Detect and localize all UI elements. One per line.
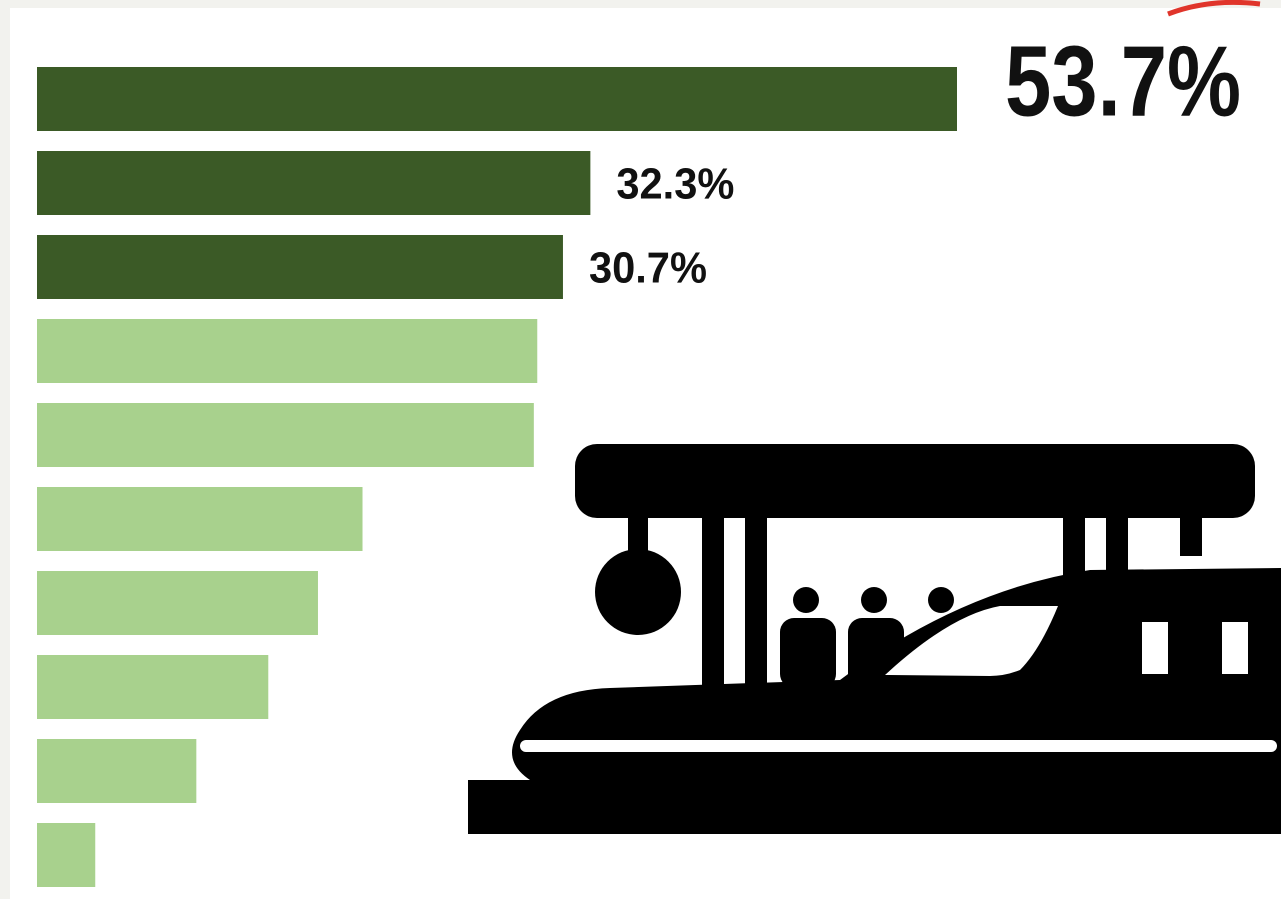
bar [37, 151, 591, 215]
train-station-icon [468, 444, 1281, 834]
bar [37, 571, 318, 635]
bar [37, 403, 534, 467]
bar [37, 319, 538, 383]
red-stroke [1167, 0, 1261, 17]
value-label: 53.7% [1005, 25, 1241, 137]
bar [37, 487, 363, 551]
bar [37, 739, 197, 803]
value-label: 30.7% [589, 244, 707, 293]
bar [37, 655, 269, 719]
value-label: 32.3% [616, 160, 734, 209]
bar [37, 67, 957, 131]
bar [37, 235, 563, 299]
bar [37, 823, 96, 887]
